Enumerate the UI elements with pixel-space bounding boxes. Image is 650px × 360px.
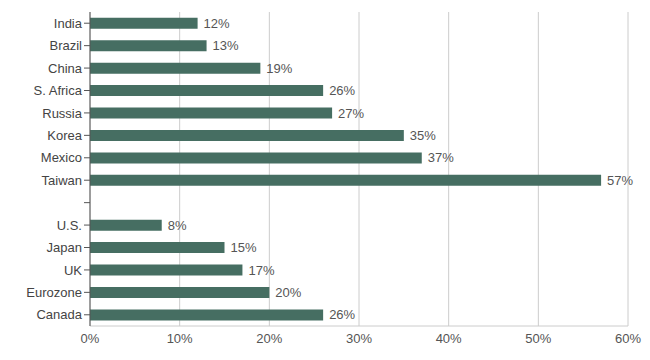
svg-text:Taiwan: Taiwan xyxy=(42,173,82,188)
svg-text:57%: 57% xyxy=(607,173,633,188)
svg-text:50%: 50% xyxy=(525,331,551,346)
svg-text:8%: 8% xyxy=(168,218,187,233)
svg-text:17%: 17% xyxy=(248,263,274,278)
svg-text:Russia: Russia xyxy=(42,106,83,121)
svg-text:Eurozone: Eurozone xyxy=(26,285,82,300)
svg-text:China: China xyxy=(48,61,83,76)
svg-text:40%: 40% xyxy=(436,331,462,346)
svg-text:UK: UK xyxy=(64,263,82,278)
svg-text:0%: 0% xyxy=(81,331,100,346)
svg-text:Mexico: Mexico xyxy=(41,150,82,165)
svg-text:30%: 30% xyxy=(346,331,372,346)
svg-text:12%: 12% xyxy=(204,16,230,31)
svg-text:20%: 20% xyxy=(256,331,282,346)
svg-text:Korea: Korea xyxy=(47,128,82,143)
svg-text:10%: 10% xyxy=(167,331,193,346)
svg-text:Brazil: Brazil xyxy=(49,38,82,53)
svg-text:26%: 26% xyxy=(329,83,355,98)
svg-text:60%: 60% xyxy=(615,331,641,346)
svg-text:13%: 13% xyxy=(213,38,239,53)
svg-text:37%: 37% xyxy=(428,150,454,165)
svg-text:S. Africa: S. Africa xyxy=(34,83,83,98)
svg-text:Canada: Canada xyxy=(36,307,82,322)
svg-text:26%: 26% xyxy=(329,307,355,322)
svg-text:India: India xyxy=(54,16,83,31)
svg-text:U.S.: U.S. xyxy=(57,218,82,233)
svg-text:Japan: Japan xyxy=(47,240,82,255)
svg-text:20%: 20% xyxy=(275,285,301,300)
svg-text:35%: 35% xyxy=(410,128,436,143)
svg-text:27%: 27% xyxy=(338,106,364,121)
svg-text:15%: 15% xyxy=(231,240,257,255)
svg-text:19%: 19% xyxy=(266,61,292,76)
